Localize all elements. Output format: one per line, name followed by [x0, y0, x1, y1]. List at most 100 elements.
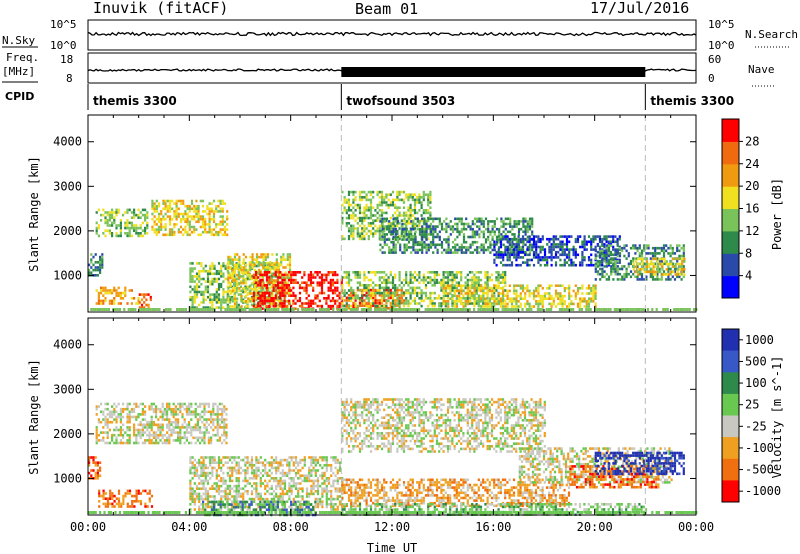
heatmap-cell [290, 294, 293, 297]
heatmap-cell [97, 418, 100, 421]
heatmap-cell [119, 297, 122, 300]
heatmap-cell [581, 263, 584, 267]
heatmap-cell [233, 268, 237, 272]
heatmap-cell [202, 308, 205, 311]
heatmap-cell [400, 308, 403, 311]
heatmap-cell [391, 203, 395, 207]
heatmap-cell [389, 271, 392, 274]
heatmap-cell [532, 253, 536, 257]
heatmap-cell [469, 300, 472, 303]
heatmap-cell [590, 263, 593, 267]
y-tick-label: 1000 [53, 268, 82, 282]
heatmap-cell [438, 217, 441, 221]
heatmap-cell [616, 259, 619, 263]
heatmap-cell [221, 217, 224, 221]
heatmap-cell [217, 282, 221, 286]
heatmap-cell [462, 238, 466, 241]
heatmap-cell [612, 245, 615, 249]
heatmap-cell [528, 245, 531, 249]
heatmap-cell [106, 289, 109, 292]
heatmap-cell [682, 275, 685, 279]
heatmap-cell [402, 308, 405, 311]
heatmap-cell [273, 281, 276, 285]
heatmap-cell [274, 294, 277, 297]
heatmap-cell [667, 275, 670, 279]
heatmap-cell [458, 248, 461, 252]
heatmap-cell [347, 203, 351, 207]
heatmap-cell [252, 299, 255, 303]
heatmap-cell [561, 235, 564, 238]
heatmap-cell [157, 441, 160, 445]
heatmap-cell [574, 284, 577, 287]
heatmap-cell [502, 263, 505, 267]
heatmap-cell [361, 196, 364, 199]
heatmap-cell [119, 407, 122, 411]
heatmap-cell [656, 275, 659, 279]
heatmap-cell [665, 262, 668, 266]
heatmap-cell [423, 233, 426, 236]
heatmap-cell [554, 263, 558, 267]
heatmap-cell [106, 229, 109, 232]
heatmap-cell [521, 308, 524, 311]
heatmap-cell [221, 233, 224, 237]
heatmap-cell [309, 273, 313, 277]
heatmap-cell [108, 428, 111, 432]
heatmap-cell [627, 254, 630, 258]
heatmap-cell [352, 291, 355, 295]
heatmap-cell [227, 294, 230, 298]
heatmap-cell [431, 304, 434, 308]
heatmap-cell [227, 263, 230, 267]
heatmap-cell [488, 278, 491, 282]
heatmap-cell [422, 198, 425, 202]
heatmap-cell [455, 281, 458, 284]
heatmap-cell [334, 302, 337, 305]
heatmap-cell [347, 299, 351, 302]
heatmap-cell [160, 223, 163, 226]
heatmap-cell [465, 246, 468, 249]
heatmap-cell [197, 215, 200, 218]
heatmap-cell [449, 271, 452, 274]
heatmap-cell [257, 276, 260, 279]
heatmap-cell [327, 308, 330, 311]
heatmap-cell [258, 287, 261, 290]
heatmap-cell [400, 232, 403, 235]
heatmap-cell [133, 208, 136, 212]
heatmap-cell [215, 301, 218, 304]
heatmap-cell [128, 441, 131, 445]
heatmap-cell [231, 276, 234, 280]
heatmap-cell [229, 289, 232, 293]
heatmap-cell [416, 240, 419, 244]
heatmap-cell [198, 285, 201, 289]
heatmap-cell [598, 263, 602, 267]
heatmap-cell [498, 246, 501, 249]
heatmap-cell [249, 274, 252, 277]
heatmap-cell [126, 232, 129, 235]
heatmap-cell [365, 286, 368, 290]
heatmap-cell [347, 237, 351, 241]
heatmap-cell [211, 308, 214, 311]
heatmap-cell [501, 308, 504, 311]
heatmap-cell [489, 240, 492, 244]
heatmap-cell [253, 268, 256, 272]
heatmap-cell [195, 308, 198, 311]
heatmap-cell [264, 262, 267, 265]
heatmap-cell [650, 262, 653, 266]
heatmap-cell [213, 267, 216, 270]
heatmap-cell [111, 232, 114, 235]
heatmap-cell [649, 252, 652, 255]
heatmap-cell [266, 266, 270, 269]
heatmap-cell [491, 289, 494, 293]
heatmap-cell [101, 255, 104, 259]
heatmap-cell [554, 245, 558, 249]
heatmap-cell [423, 246, 426, 249]
heatmap-cell [385, 294, 388, 297]
heatmap-cell [258, 271, 261, 274]
heatmap-cell [495, 217, 499, 221]
heatmap-cell [347, 190, 351, 194]
heatmap-cell [468, 297, 472, 300]
heatmap-cell [239, 264, 243, 268]
heatmap-cell [141, 428, 144, 432]
heatmap-cell [385, 196, 388, 199]
heatmap-cell [137, 299, 140, 303]
heatmap-cell [493, 302, 496, 305]
